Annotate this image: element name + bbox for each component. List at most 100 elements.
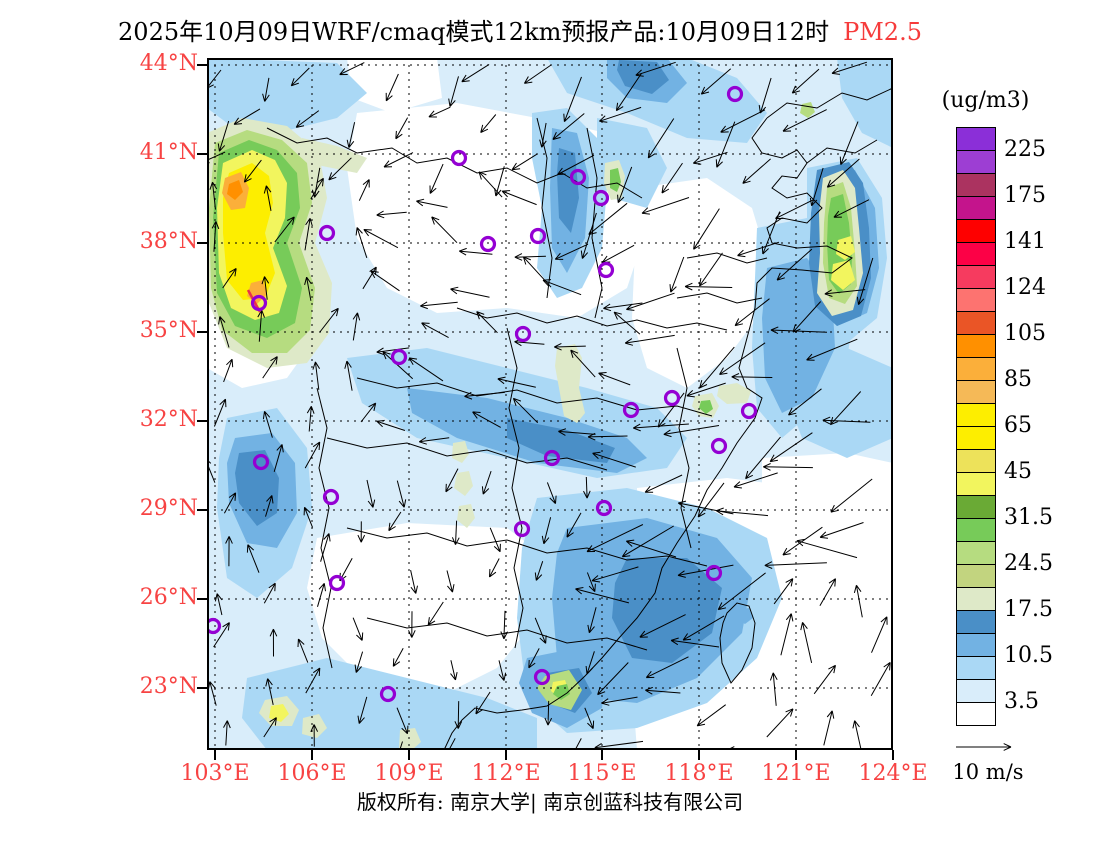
wind-arrow bbox=[769, 432, 813, 463]
wind-arrow bbox=[853, 584, 863, 618]
pm25-fill-region bbox=[454, 471, 473, 496]
boundary-line bbox=[676, 292, 763, 304]
colorbar-box bbox=[956, 610, 996, 634]
wind-arrow bbox=[310, 724, 319, 747]
wind-arrow bbox=[541, 517, 552, 545]
wind-arrow bbox=[209, 181, 218, 210]
wind-arrow bbox=[624, 334, 675, 346]
wind-arrow bbox=[223, 492, 237, 514]
wind-arrow bbox=[696, 704, 726, 727]
colorbar-level-label: 45 bbox=[1004, 459, 1032, 484]
wind-arrow bbox=[263, 717, 277, 738]
pm25-fill-region bbox=[612, 558, 722, 663]
pm25-fill-region bbox=[399, 728, 421, 750]
wind-arrow bbox=[297, 638, 309, 663]
wind-arrow bbox=[684, 282, 733, 291]
wind-arrow bbox=[498, 660, 507, 681]
wind-scale-label: 10 m/s bbox=[952, 760, 1024, 784]
wind-arrow bbox=[552, 113, 585, 140]
station-marker bbox=[622, 401, 640, 419]
station-marker bbox=[450, 149, 468, 167]
pm25-fill-region bbox=[457, 504, 475, 528]
pm25-fill-region bbox=[735, 608, 753, 624]
lon-tick-label: 118°E bbox=[664, 761, 734, 786]
lon-tick-mark bbox=[214, 750, 216, 760]
colorbar-box bbox=[956, 380, 996, 404]
wind-arrow bbox=[699, 346, 735, 389]
station-marker bbox=[663, 389, 681, 407]
wind-arrow bbox=[583, 476, 591, 499]
station-marker bbox=[328, 574, 346, 592]
wind-arrow bbox=[591, 566, 639, 583]
lon-tick-mark bbox=[505, 750, 507, 760]
wind-arrow bbox=[719, 342, 766, 375]
lat-tick-label: 26°N bbox=[139, 585, 198, 610]
wind-arrow bbox=[700, 68, 732, 95]
lat-tick-label: 29°N bbox=[139, 496, 198, 521]
wind-arrow bbox=[246, 544, 260, 573]
wind-arrow bbox=[615, 72, 643, 112]
wind-arrow bbox=[824, 289, 866, 297]
colorbar-level-label: 17.5 bbox=[1004, 597, 1053, 622]
wind-arrow bbox=[599, 106, 642, 123]
lat-tick-label: 35°N bbox=[139, 318, 198, 343]
wind-arrow bbox=[806, 338, 858, 361]
colorbar-box bbox=[956, 541, 996, 565]
wind-arrow bbox=[274, 216, 295, 243]
wind-arrow bbox=[677, 500, 734, 515]
wind-arrow bbox=[501, 190, 537, 206]
pm25-fill-region bbox=[555, 344, 585, 423]
wind-arrow bbox=[534, 617, 547, 644]
wind-arrow bbox=[358, 179, 370, 201]
lat-tick-mark bbox=[197, 598, 207, 600]
wind-arrow bbox=[554, 342, 586, 351]
wind-arrow bbox=[670, 637, 720, 648]
wind-arrow bbox=[263, 582, 276, 604]
wind-arrow bbox=[632, 423, 689, 432]
wind-arrow bbox=[796, 538, 858, 559]
lat-tick-mark bbox=[197, 242, 207, 244]
wind-arrow bbox=[856, 257, 874, 306]
pm25-fill-region bbox=[507, 418, 615, 463]
wind-arrow bbox=[603, 302, 643, 312]
colorbar-box bbox=[956, 472, 996, 496]
wind-arrow bbox=[376, 347, 410, 356]
lat-tick-mark bbox=[197, 420, 207, 422]
lat-tick-label: 41°N bbox=[139, 140, 198, 165]
wind-arrow bbox=[809, 167, 824, 207]
boundary-line bbox=[346, 527, 708, 567]
wind-arrow bbox=[446, 570, 455, 593]
wind-arrow bbox=[742, 158, 771, 184]
station-marker bbox=[533, 668, 551, 686]
wind-arrow bbox=[263, 185, 272, 211]
station-marker bbox=[543, 449, 561, 467]
lon-tick-label: 124°E bbox=[858, 761, 928, 786]
wind-arrow bbox=[566, 512, 582, 538]
wind-arrow bbox=[661, 162, 683, 194]
wind-arrow bbox=[621, 525, 674, 558]
wind-arrow bbox=[597, 662, 629, 696]
figure-title: 2025年10月09日WRF/cmaq模式12km预报产品:10月09日12时 P… bbox=[0, 12, 1040, 47]
wind-arrow bbox=[451, 520, 460, 545]
wind-arrow bbox=[800, 621, 813, 664]
station-marker bbox=[479, 235, 497, 253]
wind-arrow bbox=[588, 202, 628, 235]
wind-arrow bbox=[715, 507, 769, 517]
colorbar-level-label: 124 bbox=[1004, 275, 1046, 300]
wind-arrow bbox=[273, 444, 284, 472]
wind-arrow bbox=[574, 738, 582, 750]
pm25-fill-region bbox=[837, 58, 893, 148]
wind-arrow bbox=[357, 696, 368, 724]
wind-arrow bbox=[214, 593, 223, 616]
colorbar-level-label: 141 bbox=[1004, 229, 1046, 254]
wind-arrow bbox=[418, 437, 450, 445]
wind-arrow bbox=[383, 152, 414, 168]
wind-arrow bbox=[370, 270, 400, 292]
wind-arrow bbox=[839, 121, 859, 165]
wind-arrow bbox=[352, 312, 361, 341]
wind-arrow bbox=[523, 64, 552, 84]
pm25-fill-region bbox=[307, 523, 547, 698]
station-marker bbox=[390, 348, 408, 366]
lat-tick-label: 23°N bbox=[139, 674, 198, 699]
